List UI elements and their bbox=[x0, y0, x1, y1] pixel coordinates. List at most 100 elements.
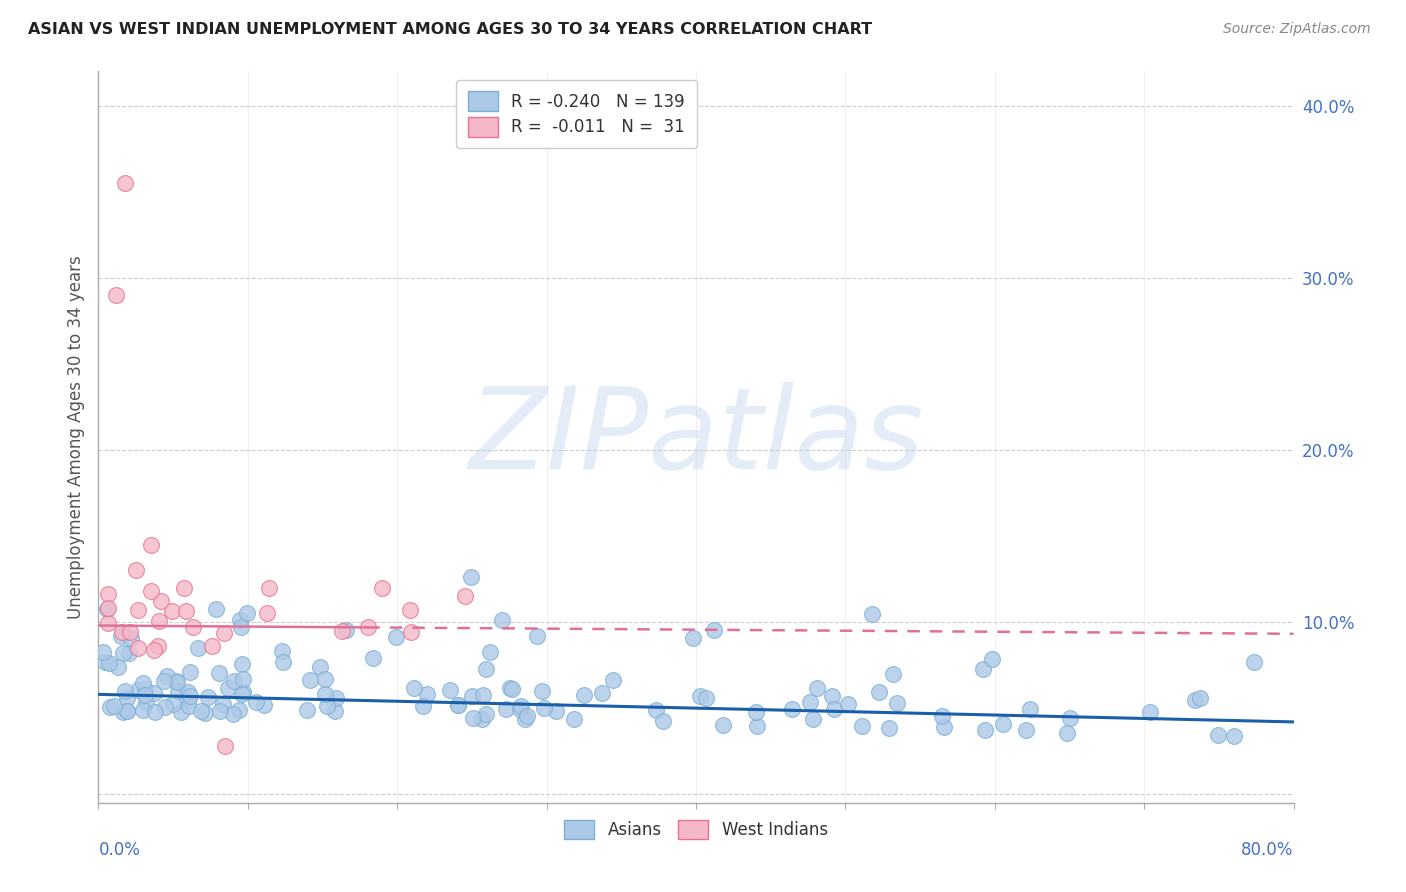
Point bbox=[460, 570, 482, 584]
Point bbox=[117, 705, 139, 719]
Point bbox=[143, 705, 166, 719]
Point bbox=[115, 704, 138, 718]
Point bbox=[501, 682, 523, 697]
Point bbox=[416, 687, 439, 701]
Point bbox=[314, 672, 336, 686]
Point bbox=[498, 681, 520, 695]
Point bbox=[531, 684, 554, 698]
Point bbox=[253, 698, 276, 713]
Text: 0.0%: 0.0% bbox=[98, 840, 141, 859]
Point bbox=[412, 699, 434, 714]
Point bbox=[602, 673, 624, 687]
Point bbox=[232, 685, 254, 699]
Point bbox=[882, 666, 904, 681]
Point bbox=[111, 624, 134, 639]
Point bbox=[1243, 656, 1265, 670]
Point bbox=[1056, 726, 1078, 740]
Point bbox=[229, 613, 252, 627]
Point bbox=[509, 702, 531, 716]
Point bbox=[475, 662, 498, 676]
Point bbox=[236, 606, 259, 620]
Point bbox=[271, 655, 294, 669]
Point bbox=[103, 699, 125, 714]
Point bbox=[471, 712, 494, 726]
Point bbox=[780, 701, 803, 715]
Point bbox=[454, 589, 477, 603]
Point bbox=[97, 615, 120, 630]
Point bbox=[127, 640, 149, 655]
Point bbox=[125, 564, 148, 578]
Point bbox=[205, 602, 228, 616]
Point bbox=[371, 581, 394, 595]
Point bbox=[105, 288, 128, 302]
Point bbox=[160, 604, 183, 618]
Point bbox=[152, 674, 174, 689]
Point bbox=[245, 695, 267, 709]
Point bbox=[991, 716, 1014, 731]
Point bbox=[533, 701, 555, 715]
Point bbox=[190, 704, 212, 718]
Point bbox=[132, 703, 155, 717]
Point bbox=[176, 685, 198, 699]
Point bbox=[127, 682, 149, 697]
Point bbox=[361, 650, 384, 665]
Point bbox=[165, 674, 187, 689]
Point bbox=[214, 739, 236, 753]
Point bbox=[931, 709, 953, 723]
Point bbox=[217, 681, 239, 695]
Point bbox=[187, 640, 209, 655]
Text: ASIAN VS WEST INDIAN UNEMPLOYMENT AMONG AGES 30 TO 34 YEARS CORRELATION CHART: ASIAN VS WEST INDIAN UNEMPLOYMENT AMONG … bbox=[28, 22, 872, 37]
Point bbox=[231, 657, 253, 671]
Point bbox=[695, 691, 717, 706]
Point bbox=[399, 624, 422, 639]
Point bbox=[314, 687, 336, 701]
Point bbox=[837, 698, 859, 712]
Point bbox=[1019, 702, 1042, 716]
Point bbox=[472, 689, 495, 703]
Point bbox=[932, 720, 955, 734]
Point bbox=[644, 703, 666, 717]
Point bbox=[479, 645, 502, 659]
Point bbox=[868, 685, 890, 699]
Point bbox=[111, 646, 134, 660]
Point bbox=[111, 705, 134, 719]
Point bbox=[1184, 693, 1206, 707]
Point bbox=[1188, 691, 1211, 706]
Point bbox=[224, 674, 246, 689]
Point bbox=[713, 718, 735, 732]
Point bbox=[357, 620, 380, 634]
Point bbox=[194, 706, 217, 721]
Point bbox=[208, 665, 231, 680]
Point bbox=[179, 689, 201, 703]
Point bbox=[974, 723, 997, 738]
Point bbox=[139, 538, 162, 552]
Point bbox=[446, 698, 468, 712]
Point bbox=[127, 603, 149, 617]
Point bbox=[142, 643, 165, 657]
Point bbox=[153, 700, 176, 714]
Point bbox=[228, 703, 250, 717]
Point bbox=[97, 601, 120, 615]
Point bbox=[91, 645, 114, 659]
Point bbox=[1059, 711, 1081, 725]
Point bbox=[114, 176, 136, 190]
Point bbox=[703, 623, 725, 637]
Point bbox=[325, 690, 347, 705]
Point bbox=[335, 623, 357, 637]
Point bbox=[295, 703, 318, 717]
Text: ZIPatlas: ZIPatlas bbox=[468, 382, 924, 492]
Point bbox=[256, 606, 278, 620]
Point bbox=[330, 624, 353, 638]
Point bbox=[491, 613, 513, 627]
Point bbox=[197, 690, 219, 705]
Point bbox=[208, 704, 231, 718]
Point bbox=[96, 602, 118, 616]
Point bbox=[886, 697, 908, 711]
Point bbox=[97, 656, 120, 670]
Point bbox=[689, 689, 711, 703]
Point bbox=[821, 689, 844, 703]
Point bbox=[259, 581, 281, 595]
Point bbox=[1206, 728, 1229, 742]
Point bbox=[222, 707, 245, 722]
Y-axis label: Unemployment Among Ages 30 to 34 years: Unemployment Among Ages 30 to 34 years bbox=[66, 255, 84, 619]
